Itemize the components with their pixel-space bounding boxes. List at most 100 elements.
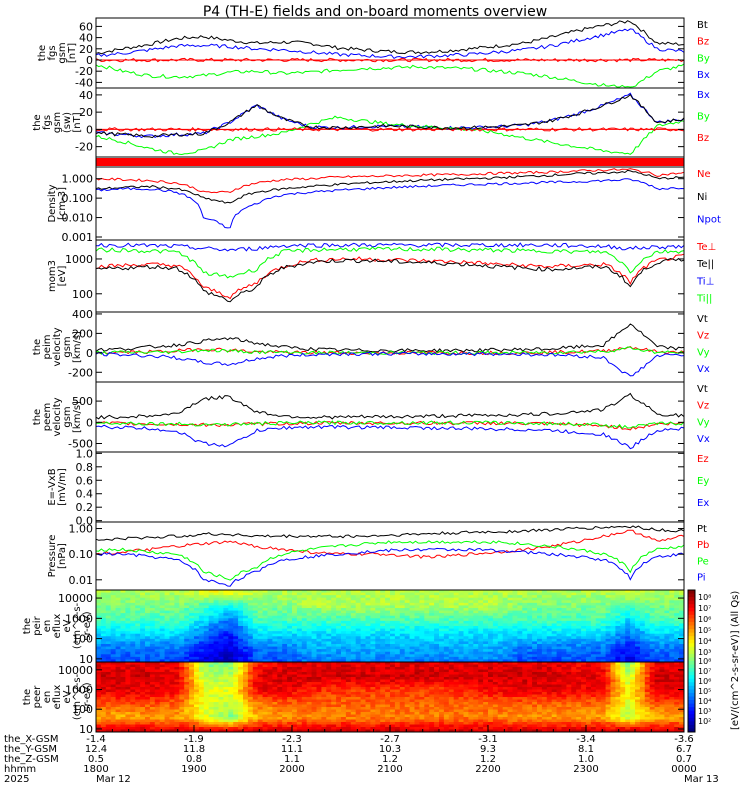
heatmap-cell	[247, 602, 254, 606]
heatmap-cell	[483, 636, 489, 640]
heatmap-cell	[532, 628, 538, 632]
series-line-Vz	[95, 346, 685, 356]
heatmap-cell	[213, 707, 219, 710]
heatmap-cell	[581, 620, 587, 624]
heatmap-cell	[635, 613, 641, 617]
heatmap-cell	[370, 605, 376, 609]
heatmap-cell	[566, 623, 572, 627]
heatmap-cell	[282, 613, 288, 617]
heatmap-cell	[669, 595, 675, 599]
heatmap-cell	[453, 613, 459, 617]
heatmap-cell	[620, 626, 626, 629]
heatmap-cell	[311, 687, 317, 690]
heatmap-cell	[527, 654, 533, 658]
heatmap-cell	[159, 714, 165, 718]
heatmap-cell	[213, 689, 219, 693]
heatmap-cell	[345, 656, 352, 660]
heatmap-cell	[590, 597, 597, 601]
heatmap-cell	[203, 631, 210, 635]
heatmap-cell	[360, 633, 366, 637]
heatmap-cell	[566, 636, 572, 640]
heatmap-cell	[556, 615, 562, 619]
heatmap-cell	[145, 620, 151, 624]
heatmap-cell	[453, 597, 459, 601]
heatmap-cell	[257, 699, 263, 703]
heatmap-cell	[576, 605, 582, 609]
heatmap-cell	[203, 651, 210, 655]
heatmap-cell	[159, 628, 165, 632]
heatmap-cell	[282, 662, 288, 665]
heatmap-cell	[105, 722, 112, 725]
heatmap-cell	[96, 590, 102, 593]
heatmap-cell	[316, 651, 322, 655]
heatmap-cell	[321, 717, 327, 720]
heatmap-cell	[267, 677, 273, 680]
heatmap-cell	[341, 644, 347, 647]
heatmap-cell	[630, 590, 636, 593]
heatmap-cell	[644, 641, 651, 645]
heatmap-cell	[669, 620, 675, 624]
heatmap-cell	[292, 651, 298, 655]
heatmap-cell	[228, 656, 234, 660]
heatmap-cell	[100, 626, 107, 629]
heatmap-cell	[159, 590, 165, 593]
legend-Vx: Vx	[697, 434, 710, 445]
heatmap-cell	[492, 600, 499, 604]
heatmap-cell	[458, 631, 464, 635]
heatmap-cell	[164, 684, 170, 688]
heatmap-cell	[145, 704, 151, 708]
heatmap-cell	[394, 595, 401, 599]
heatmap-cell	[610, 602, 616, 606]
heatmap-cell	[135, 677, 141, 680]
heatmap-cell	[257, 679, 263, 683]
heatmap-cell	[375, 659, 381, 663]
heatmap-cell	[145, 651, 151, 655]
heatmap-cell	[331, 722, 337, 725]
heatmap-cell	[674, 608, 680, 611]
heatmap-cell	[394, 597, 401, 601]
heatmap-cell	[306, 618, 312, 622]
heatmap-cell	[267, 651, 273, 655]
legend-Ex: Ex	[697, 498, 709, 509]
heatmap-cell	[546, 656, 553, 660]
heatmap-cell	[105, 636, 112, 640]
heatmap-cell	[252, 597, 259, 601]
heatmap-cell	[341, 677, 347, 680]
heatmap-cell	[115, 620, 121, 624]
heatmap-cell	[267, 697, 273, 700]
heatmap-cell	[424, 605, 430, 609]
heatmap-cell	[497, 623, 504, 627]
heatmap-cell	[287, 664, 293, 668]
heatmap-cell	[326, 684, 332, 688]
heatmap-cell	[154, 628, 161, 632]
heatmap-cell	[527, 638, 533, 642]
heatmap-cell	[145, 687, 151, 690]
heatmap-cell	[135, 694, 141, 698]
heatmap-cell	[247, 667, 254, 670]
heatmap-cell	[537, 597, 543, 601]
heatmap-cell	[443, 592, 450, 596]
heatmap-cell	[615, 595, 621, 599]
heatmap-cell	[189, 590, 195, 593]
heatmap-cell	[243, 636, 249, 640]
heatmap-cell	[375, 638, 381, 642]
heatmap-cell	[179, 646, 185, 650]
heatmap-cell	[301, 677, 308, 680]
heatmap-cell	[522, 620, 528, 624]
heatmap-cell	[429, 628, 435, 632]
heatmap-cell	[439, 620, 445, 624]
heatmap-cell	[635, 602, 641, 606]
heatmap-cell	[409, 608, 415, 611]
heatmap-cell	[341, 674, 347, 678]
heatmap-cell	[120, 620, 126, 624]
heatmap-cell	[169, 689, 175, 693]
heatmap-cell	[488, 638, 494, 642]
heatmap-cell	[287, 608, 293, 611]
heatmap-cell	[203, 602, 210, 606]
heatmap-cell	[223, 656, 229, 660]
heatmap-cell	[590, 608, 597, 611]
heatmap-cell	[149, 707, 156, 710]
heatmap-cell	[414, 631, 420, 635]
heatmap-cell	[130, 623, 136, 627]
